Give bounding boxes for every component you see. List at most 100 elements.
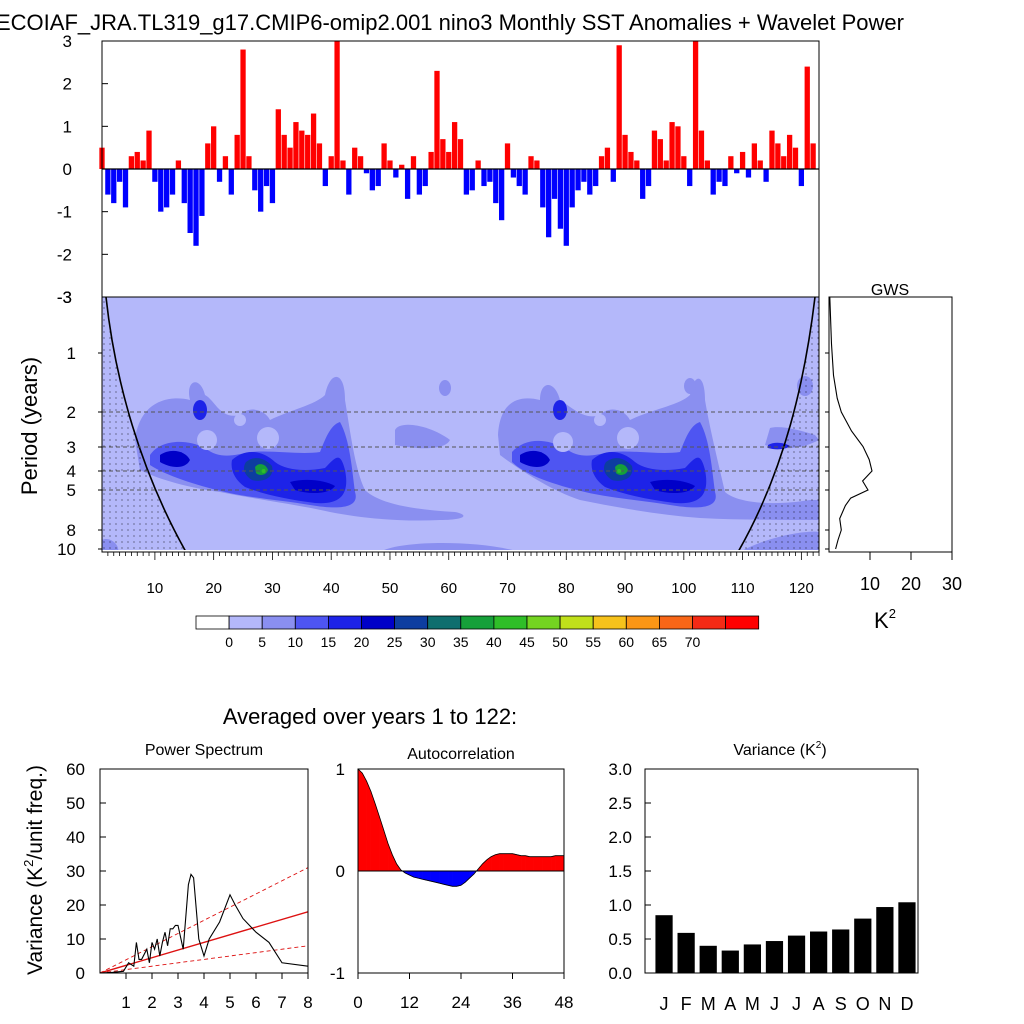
sst-anomaly-bar bbox=[310, 113, 317, 169]
ac-area-segment bbox=[546, 856, 552, 872]
colorbar-box bbox=[692, 615, 726, 630]
colorbar-box bbox=[592, 615, 627, 630]
mv-ytick-label: 1.0 bbox=[608, 896, 632, 915]
ps-xtick-label: 7 bbox=[277, 993, 286, 1012]
sst-anomaly-bar bbox=[246, 156, 252, 169]
mv-xtick-label: J bbox=[660, 994, 669, 1014]
sst-anomaly-bar bbox=[463, 169, 470, 195]
sst-anomaly-bar bbox=[305, 134, 311, 169]
ps-xtick-label: 1 bbox=[121, 993, 130, 1012]
sst-anomaly-bar bbox=[575, 169, 581, 191]
sst-anomaly-bar bbox=[757, 160, 763, 169]
sst-anomaly-bar bbox=[804, 66, 810, 169]
ps-red-noise-fit bbox=[100, 911, 308, 973]
sst-anomaly-bar bbox=[369, 169, 375, 191]
sst-anomaly-bar bbox=[675, 126, 681, 169]
ac-area-segment bbox=[507, 853, 513, 872]
ac-area-segment bbox=[542, 856, 548, 872]
ac-area-segment bbox=[430, 870, 436, 883]
colorbar-label: 70 bbox=[685, 634, 701, 650]
sst-anomaly-bar bbox=[205, 143, 211, 169]
sst-anomaly-bar bbox=[657, 139, 663, 169]
sst-anomaly-bar bbox=[698, 130, 705, 169]
ac-area-segment bbox=[520, 855, 526, 872]
sst-anomaly-bar bbox=[469, 169, 475, 191]
colorbar-box bbox=[493, 615, 528, 630]
ac-area-segment bbox=[426, 870, 432, 882]
sst-anomaly-bar bbox=[158, 169, 164, 212]
ac-area-segment bbox=[555, 855, 560, 872]
wavelet-ylabel: Period (years) bbox=[17, 357, 42, 495]
sst-anomaly-bar bbox=[528, 156, 534, 169]
ac-area-segment bbox=[443, 870, 449, 886]
mv-ytick-label: 1.5 bbox=[608, 862, 632, 881]
sst-anomaly-bar bbox=[146, 130, 152, 169]
colorbar-box bbox=[559, 615, 594, 630]
sst-anomaly-bar bbox=[252, 169, 258, 191]
sst-anomaly-bar bbox=[428, 151, 434, 169]
wavelet-ytick-label: 3 bbox=[67, 438, 76, 457]
colorbar-box bbox=[361, 615, 395, 630]
wavelet-ytick-label: 2 bbox=[67, 403, 76, 422]
wavelet-maximum-1 bbox=[261, 469, 266, 473]
ac-xtick-label: 24 bbox=[452, 993, 471, 1012]
sst-ytick-label: 2 bbox=[63, 75, 72, 94]
colorbar-box bbox=[526, 615, 561, 630]
sst-anomaly-bar bbox=[622, 134, 628, 169]
colorbar-label: 50 bbox=[552, 634, 568, 650]
colorbar-label: 5 bbox=[258, 634, 266, 650]
sst-anomaly-bar bbox=[175, 160, 182, 169]
sst-anomaly-bar bbox=[540, 169, 546, 208]
sst-anomaly-bar bbox=[704, 160, 710, 169]
ac-area-segment bbox=[499, 853, 505, 872]
gws-line bbox=[829, 296, 873, 550]
sst-anomaly-bar bbox=[739, 151, 746, 169]
sst-anomaly-bar bbox=[228, 169, 234, 195]
wavelet-xtick-label: 80 bbox=[558, 580, 575, 597]
ac-area-segment bbox=[550, 855, 556, 872]
sst-anomaly-bar bbox=[422, 169, 428, 187]
sst-anomaly-bar bbox=[786, 134, 793, 169]
colorbar-box bbox=[659, 615, 693, 630]
ac-area-segment bbox=[435, 870, 440, 884]
variance-bar bbox=[765, 941, 784, 973]
wavelet-ytick-label: 5 bbox=[67, 481, 76, 500]
sst-anomaly-bar bbox=[651, 130, 658, 169]
sst-anomaly-bar bbox=[263, 169, 270, 187]
ac-area-segment bbox=[486, 856, 492, 872]
sst-anomaly-bar bbox=[316, 143, 323, 169]
ps-xtick-label: 6 bbox=[251, 993, 260, 1012]
mv-xtick-label: N bbox=[878, 994, 891, 1014]
sst-anomaly-bar bbox=[687, 169, 693, 187]
sst-anomaly-bar bbox=[128, 156, 135, 169]
colorbar-label: 55 bbox=[585, 634, 601, 650]
sst-anomaly-bar bbox=[792, 147, 799, 169]
sst-ytick-label: -1 bbox=[57, 203, 72, 222]
ac-ytick-label: 1 bbox=[336, 760, 345, 779]
sst-ytick-label: -3 bbox=[57, 288, 72, 307]
sst-anomaly-bar bbox=[716, 169, 722, 182]
colorbar-label: 15 bbox=[321, 634, 337, 650]
sst-anomaly-bar bbox=[404, 169, 411, 199]
ac-area-segment bbox=[439, 870, 445, 885]
variance-bar bbox=[677, 932, 695, 973]
sst-anomaly-bar bbox=[710, 169, 716, 195]
ps-xtick-label: 5 bbox=[225, 993, 234, 1012]
sst-anomaly-bar bbox=[522, 169, 528, 195]
ac-area-segment bbox=[495, 853, 500, 872]
sst-anomaly-bar bbox=[258, 169, 264, 212]
sst-anomaly-bar bbox=[745, 169, 752, 178]
wavelet-xtick-label: 110 bbox=[731, 580, 755, 597]
sst-anomaly-bar bbox=[734, 169, 740, 174]
sst-anomaly-bar bbox=[663, 160, 669, 169]
ac-area-segment bbox=[447, 870, 453, 887]
ac-xtick-label: 48 bbox=[555, 993, 574, 1012]
ps-ytick-label: 40 bbox=[66, 828, 85, 847]
ac-xtick-label: 12 bbox=[400, 993, 419, 1012]
variance-bar bbox=[854, 918, 872, 973]
ac-area-segment bbox=[503, 853, 509, 872]
sst-anomaly-bar bbox=[328, 156, 334, 169]
ac-area-segment bbox=[387, 843, 393, 872]
sst-anomaly-bar bbox=[781, 156, 787, 169]
sst-anomaly-bar bbox=[193, 169, 199, 246]
